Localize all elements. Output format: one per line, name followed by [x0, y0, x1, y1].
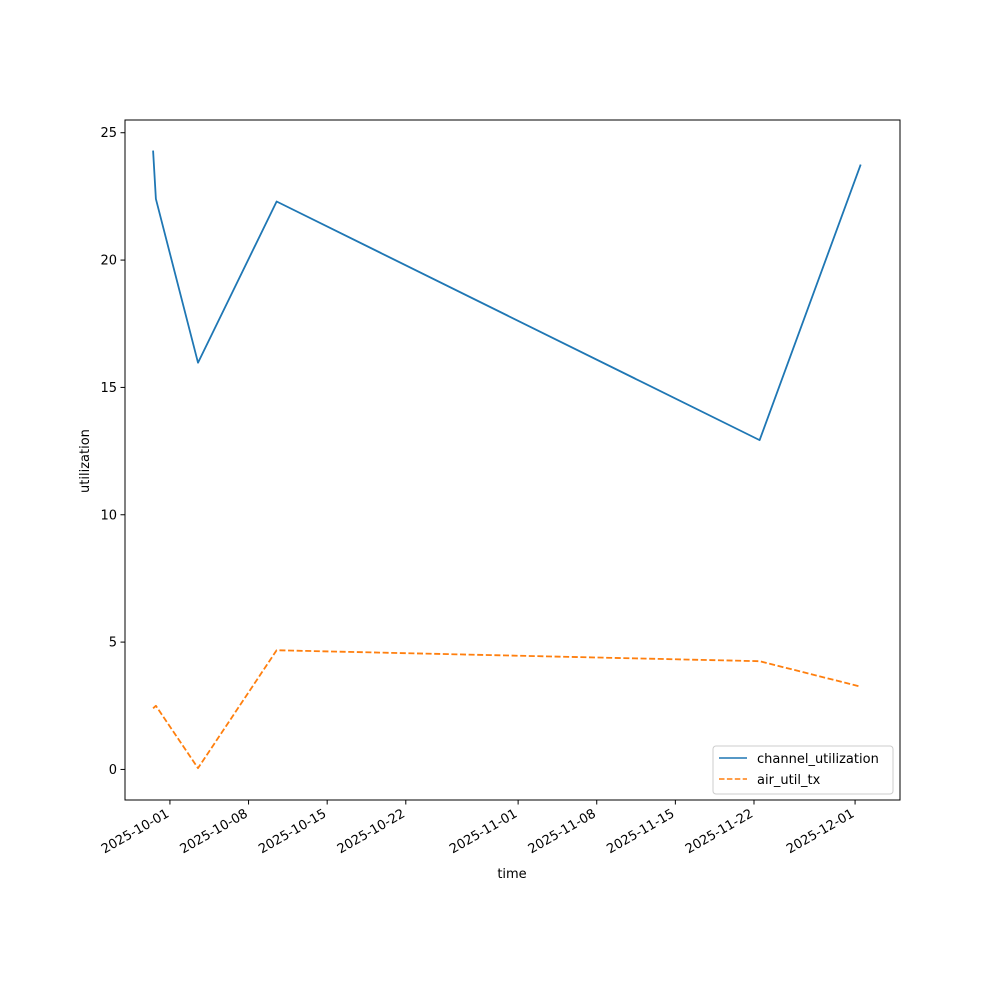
y-tick-label: 25 [100, 126, 117, 141]
series-line-air-util-tx [152, 649, 861, 770]
y-axis-ticks: 0 5 10 15 20 25 [100, 126, 125, 778]
legend-label-channel-utilization: channel_utilization [757, 752, 879, 767]
y-tick-label: 10 [100, 508, 117, 523]
plot-frame [124, 119, 901, 801]
series-line-channel-utilization [152, 150, 862, 442]
y-tick-label: 20 [100, 254, 117, 269]
y-tick-label: 15 [100, 381, 117, 396]
legend-box [712, 745, 894, 795]
legend: channel_utilization air_util_tx [712, 745, 894, 795]
x-axis-label: time [497, 867, 526, 882]
y-axis-label: utilization [78, 429, 93, 493]
y-tick-label: 0 [109, 763, 117, 778]
y-tick-label: 5 [109, 636, 117, 651]
legend-label-air-util-tx: air_util_tx [757, 773, 821, 788]
series-layer [152, 150, 862, 770]
